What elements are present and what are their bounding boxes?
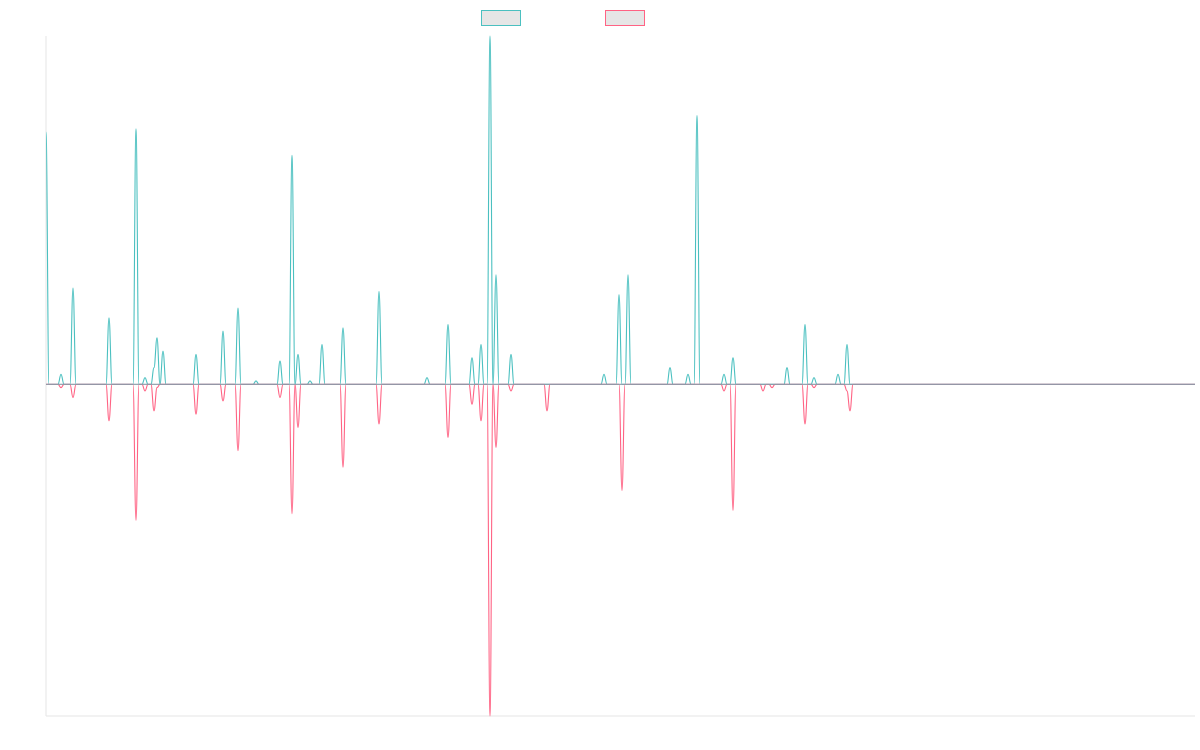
series-layer (45, 35, 1195, 717)
legend-swatch-positive (481, 10, 521, 26)
axes (45, 36, 1195, 717)
legend-swatch-negative (605, 10, 645, 26)
series-line-positive (45, 35, 1195, 385)
legend (481, 10, 645, 26)
series-line-negative (46, 383, 1195, 717)
